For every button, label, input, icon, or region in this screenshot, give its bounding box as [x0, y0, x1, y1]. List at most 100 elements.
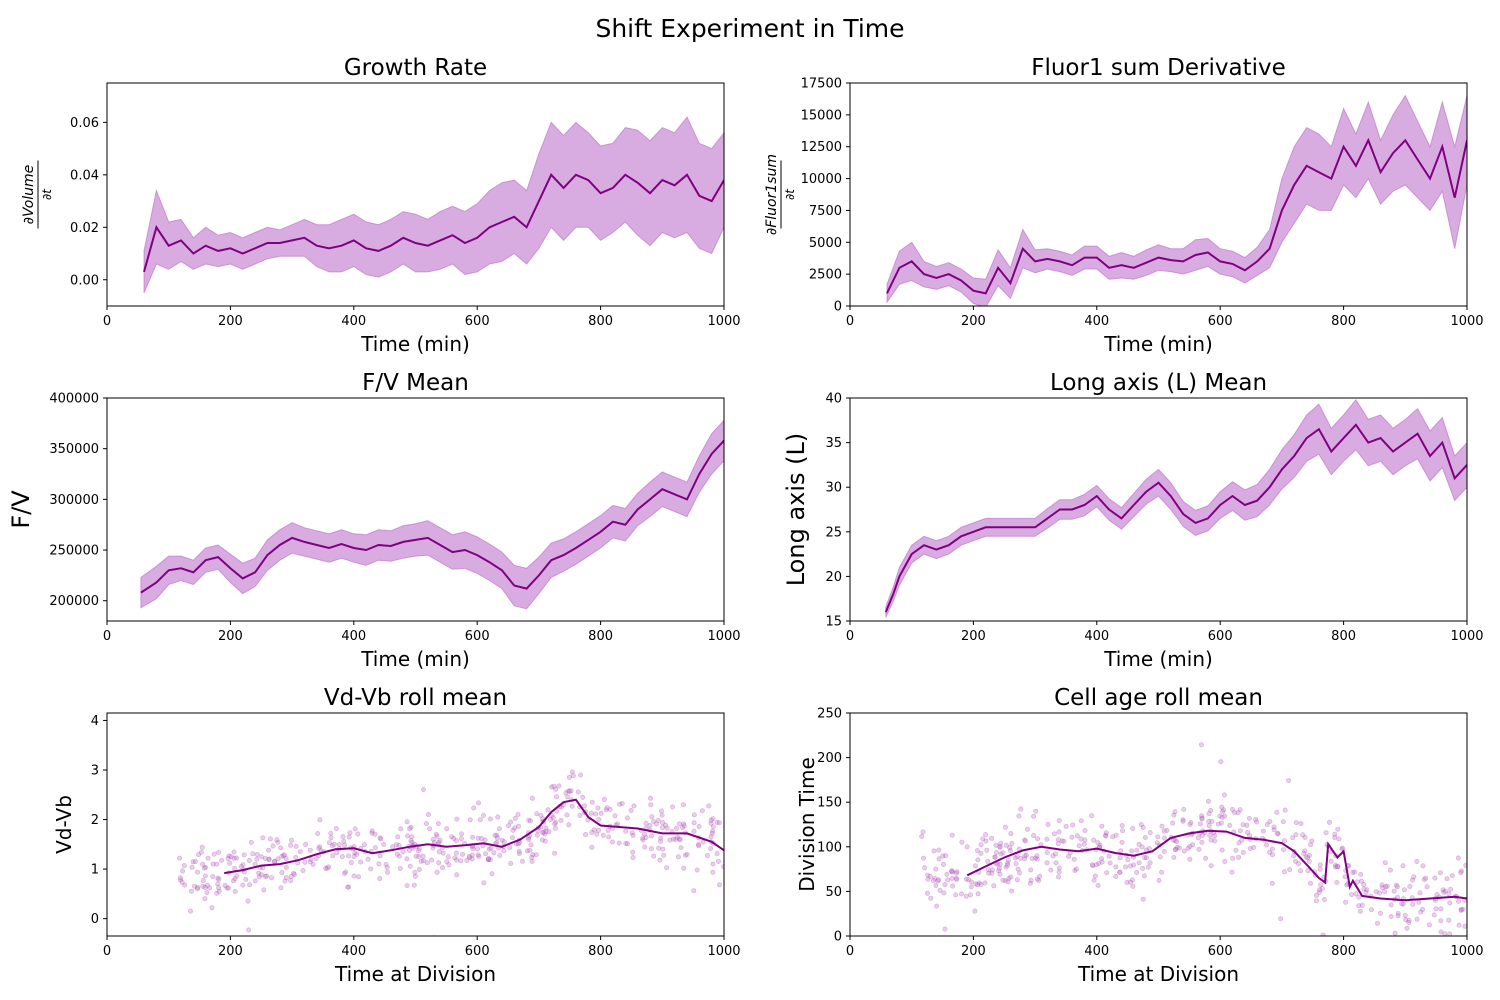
data-point [582, 804, 586, 808]
data-point [177, 856, 181, 860]
data-point [356, 832, 360, 836]
data-point [946, 878, 950, 882]
data-point [452, 836, 456, 840]
y-tick-label: 20 [825, 570, 842, 585]
x-tick-label: 400 [341, 314, 366, 329]
data-point [968, 893, 972, 897]
y-axis-label-denominator: ∂t [40, 188, 54, 200]
data-point [1270, 853, 1274, 857]
data-point [405, 883, 409, 887]
data-point [1353, 870, 1357, 874]
data-point [1064, 824, 1068, 828]
data-point [294, 844, 298, 848]
y-tick-label: 0.00 [70, 273, 99, 288]
data-point [395, 852, 399, 856]
data-point [528, 848, 532, 852]
data-point [1070, 835, 1074, 839]
data-point [1049, 868, 1053, 872]
x-tick-label: 200 [961, 944, 986, 959]
y-tick-label: 0.06 [70, 116, 99, 131]
x-tick-label: 800 [1331, 629, 1356, 644]
data-point [1236, 855, 1240, 859]
plot-area [144, 117, 724, 293]
data-point [1019, 807, 1023, 811]
data-point [408, 827, 412, 831]
data-point [1240, 838, 1244, 842]
data-point [1359, 872, 1363, 876]
data-point [1082, 842, 1086, 846]
data-point [1435, 892, 1439, 896]
data-point [465, 858, 469, 862]
data-point [1261, 829, 1265, 833]
y-tick-label: 400000 [49, 392, 99, 407]
data-point [1174, 839, 1178, 843]
y-tick-label: 10000 [801, 172, 842, 187]
data-point [1092, 838, 1096, 842]
data-point [455, 873, 459, 877]
data-point [454, 851, 458, 855]
data-point [210, 906, 214, 910]
data-point [1104, 834, 1108, 838]
data-point [1418, 891, 1422, 895]
panel-title: Long axis (L) Mean [1050, 370, 1267, 396]
data-point [1234, 848, 1238, 852]
data-point [664, 866, 668, 870]
data-point [1405, 926, 1409, 930]
data-point [1071, 823, 1075, 827]
data-point [1159, 870, 1163, 874]
data-point [369, 867, 373, 871]
x-tick-label: 0 [846, 629, 854, 644]
data-point [928, 874, 932, 878]
data-point [341, 834, 345, 838]
data-point [1010, 841, 1014, 845]
data-point [934, 883, 938, 887]
panel-title: Vd-Vb roll mean [324, 685, 507, 711]
confidence-band [887, 96, 1467, 308]
data-point [362, 843, 366, 847]
data-point [1207, 819, 1211, 823]
data-point [446, 855, 450, 859]
data-point [1162, 836, 1166, 840]
data-point [1004, 843, 1008, 847]
data-point [271, 844, 275, 848]
plot-area [141, 420, 724, 609]
data-point [356, 875, 360, 879]
data-point [180, 880, 184, 884]
data-point [1241, 850, 1245, 854]
data-point [291, 871, 295, 875]
data-point [1009, 831, 1013, 835]
data-point [417, 854, 421, 858]
y-axis-label: F/V [7, 490, 35, 529]
data-point [707, 804, 711, 808]
data-point [717, 883, 721, 887]
data-point [660, 813, 664, 817]
data-point [329, 836, 333, 840]
data-point [921, 856, 925, 860]
y-tick-label: 1 [91, 863, 99, 878]
data-point [301, 868, 305, 872]
data-point [502, 849, 506, 853]
data-point [675, 835, 679, 839]
data-point [1220, 848, 1224, 852]
data-point [1216, 822, 1220, 826]
data-point [401, 850, 405, 854]
data-point [1403, 917, 1407, 921]
data-point [1411, 902, 1415, 906]
data-point [1031, 833, 1035, 837]
data-point [716, 859, 720, 863]
data-point [1396, 914, 1400, 918]
data-point [327, 865, 331, 869]
data-point [1308, 843, 1312, 847]
data-point [651, 819, 655, 823]
y-axis-label-numerator: ∂Volume [21, 165, 37, 225]
data-point [508, 845, 512, 849]
data-point [344, 870, 348, 874]
data-point [294, 855, 298, 859]
data-point [589, 811, 593, 815]
growth-rate-panel: 0 200 400 600 800 10000.000.020.040.06Growth … [21, 55, 741, 356]
data-point [979, 843, 983, 847]
data-point [216, 886, 220, 890]
confidence-band [144, 117, 724, 293]
y-tick-label: 35 [825, 436, 842, 451]
data-point [1100, 824, 1104, 828]
